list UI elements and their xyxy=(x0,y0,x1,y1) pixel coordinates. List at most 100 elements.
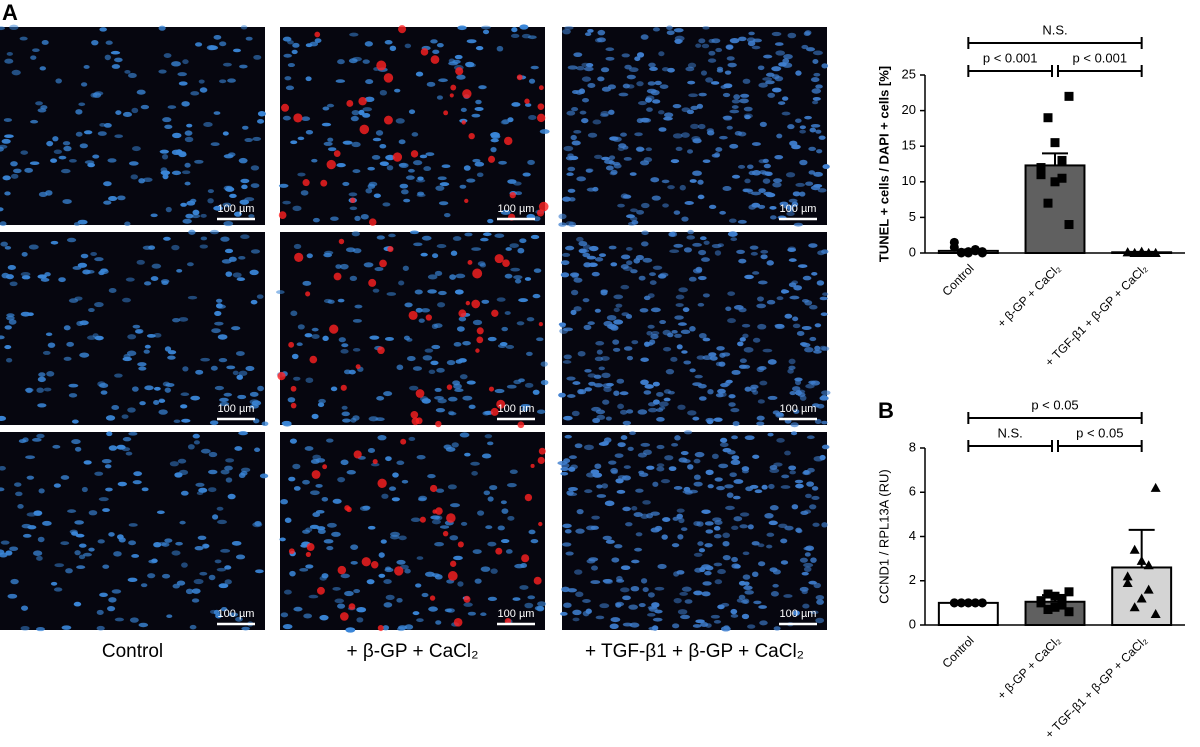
tunel-signal xyxy=(333,150,341,157)
nucleus xyxy=(99,592,108,597)
nucleus xyxy=(528,115,537,121)
nucleus xyxy=(566,172,574,177)
nucleus xyxy=(772,182,782,188)
nucleus xyxy=(7,593,18,599)
data-point xyxy=(1050,591,1060,601)
nucleus xyxy=(603,320,613,327)
nucleus xyxy=(142,177,153,183)
nucleus xyxy=(815,129,822,134)
nucleus xyxy=(144,344,151,349)
nucleus xyxy=(513,181,522,186)
nucleus xyxy=(677,322,687,326)
nucleus xyxy=(622,266,633,271)
nucleus xyxy=(779,201,789,206)
nucleus xyxy=(311,413,319,420)
nucleus xyxy=(600,289,608,294)
nucleus xyxy=(806,481,815,487)
nucleus xyxy=(208,451,218,458)
nucleus xyxy=(184,181,191,186)
nucleus xyxy=(701,509,711,514)
data-point xyxy=(1122,247,1133,257)
nucleus xyxy=(524,277,532,281)
nucleus xyxy=(340,459,349,466)
nucleus xyxy=(94,301,104,308)
micrograph: 100 µm xyxy=(558,25,830,228)
significance-bracket xyxy=(967,440,1053,452)
nucleus xyxy=(731,99,741,104)
nucleus xyxy=(326,546,334,551)
nucleus xyxy=(180,392,190,397)
nucleus xyxy=(483,490,491,496)
nucleus xyxy=(185,588,194,595)
nucleus xyxy=(280,499,288,505)
nucleus xyxy=(646,88,657,94)
nucleus xyxy=(774,42,784,46)
nucleus xyxy=(420,252,428,257)
nucleus xyxy=(293,243,302,250)
nucleus xyxy=(532,293,541,299)
nucleus xyxy=(427,274,438,280)
nucleus xyxy=(211,328,221,334)
nucleus xyxy=(451,442,459,448)
y-axis-label: CCND1 / RPL13A (RU) xyxy=(876,469,891,603)
scale-bar-label: 100 µm xyxy=(780,403,817,415)
nucleus xyxy=(26,475,35,480)
nucleus xyxy=(576,236,584,242)
tunel-signal xyxy=(476,336,484,344)
nucleus xyxy=(560,471,569,476)
nucleus xyxy=(454,54,463,60)
nucleus xyxy=(757,543,765,548)
y-tick-label: 15 xyxy=(902,138,916,153)
nucleus xyxy=(805,181,814,186)
nucleus xyxy=(422,355,433,361)
nucleus xyxy=(257,385,264,392)
nucleus xyxy=(426,81,436,87)
tunel-signal xyxy=(376,60,387,71)
nucleus xyxy=(1,138,11,144)
nucleus xyxy=(336,163,346,168)
nucleus xyxy=(487,496,494,502)
nucleus xyxy=(809,336,817,342)
bar xyxy=(1111,566,1173,626)
nucleus xyxy=(472,319,483,326)
significance-bracket xyxy=(967,412,1143,424)
nucleus xyxy=(175,149,183,155)
nucleus xyxy=(654,80,662,86)
micrograph: 100 µm xyxy=(0,431,269,632)
nucleus xyxy=(182,218,192,224)
nucleus xyxy=(186,123,193,128)
tunel-signal xyxy=(420,48,429,56)
nucleus xyxy=(652,617,663,622)
nucleus xyxy=(528,529,536,535)
nucleus xyxy=(0,465,6,471)
nucleus xyxy=(208,469,218,475)
tunel-signal xyxy=(453,617,463,627)
nucleus xyxy=(82,552,92,557)
nucleus xyxy=(216,506,224,511)
nucleus xyxy=(753,600,762,605)
nucleus xyxy=(714,579,723,585)
nucleus xyxy=(627,446,634,451)
nucleus xyxy=(14,482,22,487)
nucleus xyxy=(711,243,722,249)
nucleus xyxy=(572,617,580,622)
nucleus xyxy=(223,154,234,159)
nucleus xyxy=(103,200,112,205)
nucleus xyxy=(727,291,736,296)
nucleus xyxy=(138,622,149,628)
nucleus xyxy=(707,58,717,63)
nucleus xyxy=(248,214,255,218)
nucleus xyxy=(383,579,392,584)
nucleus xyxy=(289,570,296,577)
nucleus xyxy=(463,165,471,171)
nucleus xyxy=(737,219,747,224)
nucleus xyxy=(796,330,805,336)
nucleus xyxy=(256,119,265,124)
nucleus xyxy=(783,594,793,598)
nucleus xyxy=(131,553,140,558)
tunel-signal xyxy=(326,159,336,170)
nucleus xyxy=(629,622,640,628)
nucleus xyxy=(21,275,31,280)
nucleus xyxy=(501,326,509,332)
nucleus xyxy=(526,351,533,356)
